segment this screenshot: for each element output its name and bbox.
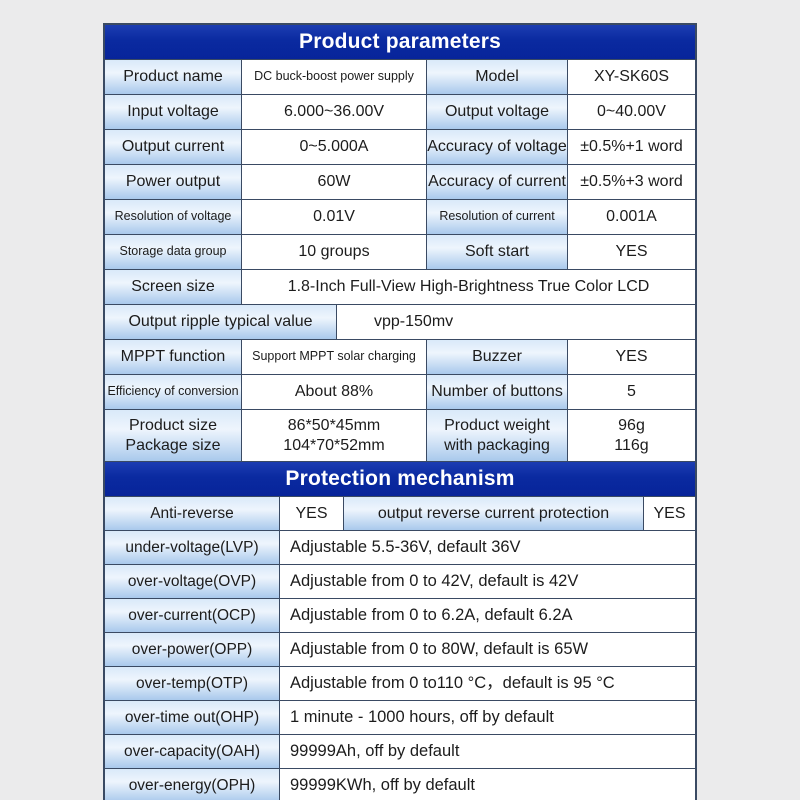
label-screen-size: Screen size [105,270,241,304]
label-resolution-voltage: Resolution of voltage [105,200,241,234]
value-over-capacity: 99999Ah, off by default [280,735,695,768]
value-number-buttons: 5 [568,375,695,409]
label-product-size-line1: Product size [128,416,218,434]
value-screen-size: 1.8-Inch Full-View High-Brightness True … [242,270,695,304]
row-anti-reverse: Anti-reverse YES output reverse current … [105,497,695,530]
row-under-voltage: under-voltage(LVP) Adjustable 5.5-36V, d… [105,531,695,564]
label-over-voltage: over-voltage(OVP) [105,565,279,598]
value-output-voltage: 0~40.00V [568,95,695,129]
value-product-size-line1: 86*50*45mm [287,416,381,434]
row-voltage: Input voltage 6.000~36.00V Output voltag… [105,95,695,129]
value-resolution-current: 0.001A [568,200,695,234]
value-under-voltage: Adjustable 5.5-36V, default 36V [280,531,695,564]
product-parameters-header: Product parameters [105,25,695,59]
value-mppt-function: Support MPPT solar charging [242,340,426,374]
row-over-power: over-power(OPP) Adjustable from 0 to 80W… [105,633,695,666]
row-output-ripple: Output ripple typical value vpp-150mv [105,305,695,339]
value-resolution-voltage: 0.01V [242,200,426,234]
value-accuracy-current: ±0.5%+3 word [568,165,695,199]
value-anti-reverse: YES [280,497,343,530]
row-current: Output current 0~5.000A Accuracy of volt… [105,130,695,164]
label-under-voltage: under-voltage(LVP) [105,531,279,564]
label-output-ripple: Output ripple typical value [105,305,336,339]
row-over-timeout: over-time out(OHP) 1 minute - 1000 hours… [105,701,695,734]
value-product-name: DC buck-boost power supply [242,60,426,94]
label-buzzer: Buzzer [427,340,567,374]
value-product-weight: 96g 116g [568,410,695,461]
label-soft-start: Soft start [427,235,567,269]
label-power-output: Power output [105,165,241,199]
label-anti-reverse: Anti-reverse [105,497,279,530]
value-product-size: 86*50*45mm 104*70*52mm [242,410,426,461]
label-number-buttons: Number of buttons [427,375,567,409]
value-output-current: 0~5.000A [242,130,426,164]
label-mppt-function: MPPT function [105,340,241,374]
row-size-weight: Product size Package size 86*50*45mm 104… [105,410,695,461]
label-over-power: over-power(OPP) [105,633,279,666]
label-product-weight-line1: Product weight [444,416,550,434]
value-efficiency: About 88% [242,375,426,409]
value-weight-line2: 116g [614,436,649,454]
value-power-output: 60W [242,165,426,199]
value-over-current: Adjustable from 0 to 6.2A, default 6.2A [280,599,695,632]
row-storage: Storage data group 10 groups Soft start … [105,235,695,269]
value-input-voltage: 6.000~36.00V [242,95,426,129]
label-product-name: Product name [105,60,241,94]
label-output-reverse-protection: output reverse current protection [344,497,643,530]
label-efficiency: Efficiency of conversion [105,375,241,409]
label-output-current: Output current [105,130,241,164]
label-over-temp: over-temp(OTP) [105,667,279,700]
label-package-size-line2: Package size [125,436,221,454]
label-input-voltage: Input voltage [105,95,241,129]
row-product-name: Product name DC buck-boost power supply … [105,60,695,94]
value-package-size-line2: 104*70*52mm [283,436,385,454]
label-accuracy-current: Accuracy of current [427,165,567,199]
row-over-energy: over-energy(OPH) 99999KWh, off by defaul… [105,769,695,800]
label-over-current: over-current(OCP) [105,599,279,632]
value-over-voltage: Adjustable from 0 to 42V, default is 42V [280,565,695,598]
value-over-energy: 99999KWh, off by default [280,769,695,800]
value-output-ripple: vpp-150mv [337,305,695,339]
value-output-reverse-protection: YES [644,497,695,530]
value-accuracy-voltage: ±0.5%+1 word [568,130,695,164]
label-product-size: Product size Package size [105,410,241,461]
row-over-current: over-current(OCP) Adjustable from 0 to 6… [105,599,695,632]
row-mppt: MPPT function Support MPPT solar chargin… [105,340,695,374]
label-accuracy-voltage: Accuracy of voltage [427,130,567,164]
value-storage-group: 10 groups [242,235,426,269]
spec-sheet: Product parameters Product name DC buck-… [103,23,697,800]
label-over-timeout: over-time out(OHP) [105,701,279,734]
label-product-weight-line2: with packaging [444,436,550,454]
row-power: Power output 60W Accuracy of current ±0.… [105,165,695,199]
value-weight-line1: 96g [618,416,645,434]
row-over-voltage: over-voltage(OVP) Adjustable from 0 to 4… [105,565,695,598]
label-product-weight: Product weight with packaging [427,410,567,461]
value-over-temp: Adjustable from 0 to110 °C，default is 95… [280,667,695,700]
label-resolution-current: Resolution of current [427,200,567,234]
label-over-capacity: over-capacity(OAH) [105,735,279,768]
label-output-voltage: Output voltage [427,95,567,129]
protection-mechanism-header: Protection mechanism [105,462,695,496]
value-over-timeout: 1 minute - 1000 hours, off by default [280,701,695,734]
value-model: XY-SK60S [568,60,695,94]
row-screen-size: Screen size 1.8-Inch Full-View High-Brig… [105,270,695,304]
row-efficiency: Efficiency of conversion About 88% Numbe… [105,375,695,409]
value-buzzer: YES [568,340,695,374]
value-soft-start: YES [568,235,695,269]
label-storage-group: Storage data group [105,235,241,269]
label-over-energy: over-energy(OPH) [105,769,279,800]
row-resolution: Resolution of voltage 0.01V Resolution o… [105,200,695,234]
value-over-power: Adjustable from 0 to 80W, default is 65W [280,633,695,666]
row-over-capacity: over-capacity(OAH) 99999Ah, off by defau… [105,735,695,768]
row-over-temp: over-temp(OTP) Adjustable from 0 to110 °… [105,667,695,700]
label-model: Model [427,60,567,94]
